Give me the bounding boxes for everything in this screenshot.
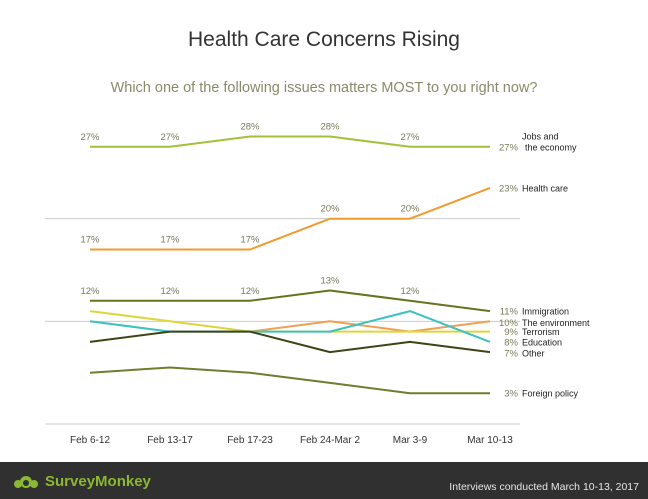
x-tick-label: Feb 24-Mar 2 xyxy=(300,435,360,446)
x-tick-label: Mar 3-9 xyxy=(393,435,428,446)
data-label: 27% xyxy=(80,132,100,143)
series-name-label: the economy xyxy=(525,142,577,152)
data-label: 12% xyxy=(400,286,420,297)
data-label: 27% xyxy=(160,132,180,143)
end-value-label: 7% xyxy=(504,349,518,360)
data-label: 28% xyxy=(320,122,340,133)
series-line xyxy=(89,366,490,395)
data-label: 12% xyxy=(160,286,180,297)
series-line xyxy=(89,310,491,343)
end-value-label: 3% xyxy=(504,389,518,400)
x-tick-label: Feb 17-23 xyxy=(227,435,273,446)
data-label: 12% xyxy=(240,286,260,297)
data-label: 20% xyxy=(400,204,420,215)
end-value-label: 8% xyxy=(504,337,518,348)
series-name-label: Jobs and xyxy=(522,131,559,141)
series-line xyxy=(249,320,491,333)
series-name-label: Terrorism xyxy=(522,327,560,337)
data-label: 17% xyxy=(240,234,260,245)
end-value-label: 10% xyxy=(499,318,519,329)
series-name-label: Immigration xyxy=(522,307,569,317)
chart-subtitle: Which one of the following issues matter… xyxy=(110,80,538,96)
brand-name: SurveyMonkey xyxy=(45,472,151,490)
line-chart: Feb 6-12 Feb 13-17 Feb 17-23 Feb 24-Mar 2 Ma… xyxy=(45,122,590,446)
series-line xyxy=(89,330,491,354)
series-name-label: Education xyxy=(522,337,562,347)
series-line xyxy=(90,135,490,148)
data-label: 27% xyxy=(400,132,420,143)
series-name-label: Other xyxy=(522,349,545,359)
series-name-label: Foreign policy xyxy=(522,389,579,399)
data-label: 13% xyxy=(320,276,340,287)
end-value-label: 23% xyxy=(499,183,519,194)
surveymonkey-logo: SurveyMonkey xyxy=(12,471,151,491)
end-value-label: 27% xyxy=(499,142,519,153)
series-line xyxy=(90,289,491,313)
end-value-label: 11% xyxy=(500,307,519,318)
monkey-logo-icon xyxy=(14,476,38,488)
x-tick-label: Feb 6-12 xyxy=(70,435,110,446)
data-label: 17% xyxy=(80,234,100,245)
data-label: 17% xyxy=(160,234,180,245)
data-label: 12% xyxy=(80,286,100,297)
x-tick-label: Feb 13-17 xyxy=(147,435,193,446)
chart-title: Health Care Concerns Rising xyxy=(188,28,460,51)
series-name-label: Health care xyxy=(522,183,568,193)
footer-bar: SurveyMonkey Interviews conducted March … xyxy=(0,462,648,499)
series-name-label: The environment xyxy=(522,318,590,328)
survey-dates-note: Interviews conducted March 10-13, 2017 xyxy=(449,481,639,493)
data-label: 28% xyxy=(240,122,260,133)
end-value-label: 9% xyxy=(504,327,518,338)
x-tick-label: Mar 10-13 xyxy=(467,435,513,446)
series-line xyxy=(90,186,491,251)
data-label: 20% xyxy=(320,204,340,215)
